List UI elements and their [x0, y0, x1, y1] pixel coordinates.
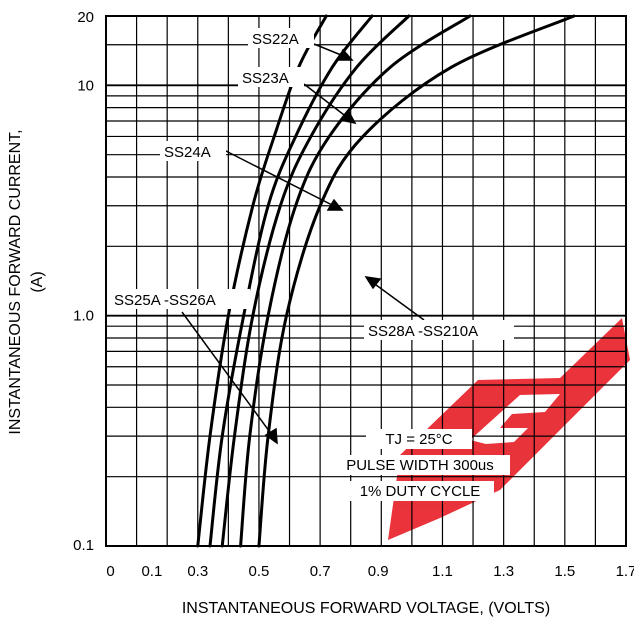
condition-tj: TJ = 25°C: [385, 431, 452, 448]
x-tick-label: 0: [106, 563, 114, 580]
label-bg-ss23a: [238, 67, 304, 87]
series-labels: SS22A SS23A SS24A SS25A -SS26A SS28A -SS…: [110, 28, 514, 340]
cond-bg-3: [342, 481, 494, 501]
x-tick-labels: 0 0.1 0.3 0.5 0.7 0.9 1.1 1.3 1.5 1.7: [106, 563, 634, 580]
y-tick-label: 10: [77, 77, 94, 94]
arrow-ss25a: [181, 311, 273, 436]
label-bg-ss25a: [110, 289, 250, 309]
label-ss28a: SS28A -SS210A: [368, 323, 478, 340]
arrowhead-ss22a: [336, 48, 354, 61]
x-tick-label: 0.3: [187, 563, 208, 580]
arrowhead-ss28a: [364, 276, 382, 290]
plot-frame: [105, 15, 627, 547]
label-bg-ss28a: [364, 320, 514, 340]
x-tick-label: 0.9: [368, 563, 389, 580]
label-ss23a: SS23A: [242, 70, 289, 87]
test-conditions: TJ = 25°C PULSE WIDTH 300us 1% DUTY CYCL…: [330, 429, 510, 501]
arrowhead-ss23a: [339, 110, 357, 125]
annotation-arrows: [181, 43, 425, 445]
curve-ss25a-ss26a: [239, 14, 472, 548]
x-tick-label: 0.7: [310, 563, 331, 580]
x-tick-label: 1.7: [616, 563, 634, 580]
watermark-cutout: [470, 394, 560, 444]
x-axis-title: INSTANTANEOUS FORWARD VOLTAGE, (VOLTS): [182, 600, 550, 617]
arrow-ss23a: [303, 83, 349, 119]
x-tick-label: 1.5: [554, 563, 575, 580]
label-ss24a: SS24A: [164, 144, 211, 161]
label-bg-ss22a: [248, 28, 314, 48]
x-tick-label: 0.5: [249, 563, 270, 580]
arrowhead-ss25a: [264, 427, 278, 445]
x-tick-label: 0.1: [141, 563, 162, 580]
y-axis-title-line1: INSTANTANEOUS FORWARD CURRENT,: [7, 129, 24, 434]
cond-bg-1: [366, 429, 472, 449]
x-tick-label: 1.1: [432, 563, 453, 580]
y-tick-label: 0.1: [73, 537, 94, 554]
curve-ss23a: [208, 14, 374, 548]
label-bg-ss24a: [160, 141, 226, 161]
condition-pulse-width: PULSE WIDTH 300us: [346, 457, 494, 474]
curve-ss24a: [220, 14, 411, 548]
y-tick-label: 20: [77, 9, 94, 26]
arrow-ss28a: [371, 281, 425, 321]
label-ss25a: SS25A -SS26A: [114, 292, 216, 309]
condition-duty-cycle: 1% DUTY CYCLE: [360, 483, 481, 500]
arrow-ss24a: [223, 149, 335, 207]
cond-bg-2: [330, 455, 510, 475]
arrowhead-ss24a: [326, 198, 344, 211]
x-tick-label: 1.3: [493, 563, 514, 580]
y-axis-title-line2: (A): [29, 271, 46, 292]
y-tick-labels: 20 10 1.0 0.1: [73, 9, 94, 554]
label-ss22a: SS22A: [252, 31, 299, 48]
y-tick-label: 1.0: [73, 308, 94, 325]
